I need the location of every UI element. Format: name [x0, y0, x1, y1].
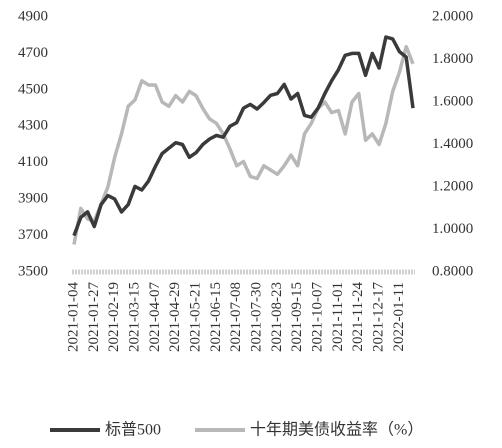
- y-tick-label: 4100: [18, 154, 48, 170]
- y-tick-label: 3700: [18, 227, 48, 243]
- y2-tick-label: 0.8000: [432, 263, 473, 279]
- x-tick-label: 2021-09-15: [289, 282, 305, 352]
- legend-label: 标普500: [105, 421, 161, 439]
- x-tick-label: 2021-10-07: [310, 282, 326, 352]
- y-tick-label: 4500: [18, 81, 48, 97]
- x-tick-label: 2021-02-19: [106, 282, 122, 352]
- legend-label: 十年期美债收益率（%）: [250, 421, 423, 439]
- x-tick-label: 2021-07-30: [248, 282, 264, 352]
- y-tick-label: 3900: [18, 191, 48, 207]
- y2-tick-label: 2.0000: [432, 8, 473, 24]
- series-line: [72, 35, 415, 237]
- y2-tick-label: 1.4000: [432, 136, 473, 152]
- y2-tick-label: 1.6000: [432, 93, 473, 109]
- x-tick-label: 2021-04-07: [147, 282, 163, 352]
- x-tick-label: 2022-01-11: [391, 282, 407, 351]
- x-tick-label: 2021-04-29: [167, 282, 183, 352]
- x-tick-label: 2021-11-01: [330, 282, 346, 351]
- y2-tick-label: 1.2000: [432, 178, 473, 194]
- x-tick-label: 2021-08-23: [269, 282, 285, 352]
- x-tick-label: 2021-01-04: [65, 282, 81, 352]
- x-tick-label: 2021-03-15: [126, 282, 142, 352]
- y2-tick-label: 1.0000: [432, 221, 473, 237]
- y-tick-label: 3500: [18, 263, 48, 279]
- x-tick-label: 2021-12-17: [371, 282, 387, 352]
- x-tick-label: 2021-07-08: [228, 282, 244, 352]
- x-tick-label: 2021-11-24: [350, 282, 366, 352]
- y2-tick-label: 1.8000: [432, 51, 473, 67]
- x-tick-label: 2021-01-27: [86, 282, 102, 352]
- y-tick-label: 4700: [18, 45, 48, 61]
- series-line: [72, 44, 415, 245]
- y-tick-label: 4300: [18, 118, 48, 134]
- x-tick-label: 2021-05-21: [187, 282, 203, 352]
- y-tick-label: 4900: [18, 8, 48, 24]
- x-tick-label: 2021-06-15: [208, 282, 224, 352]
